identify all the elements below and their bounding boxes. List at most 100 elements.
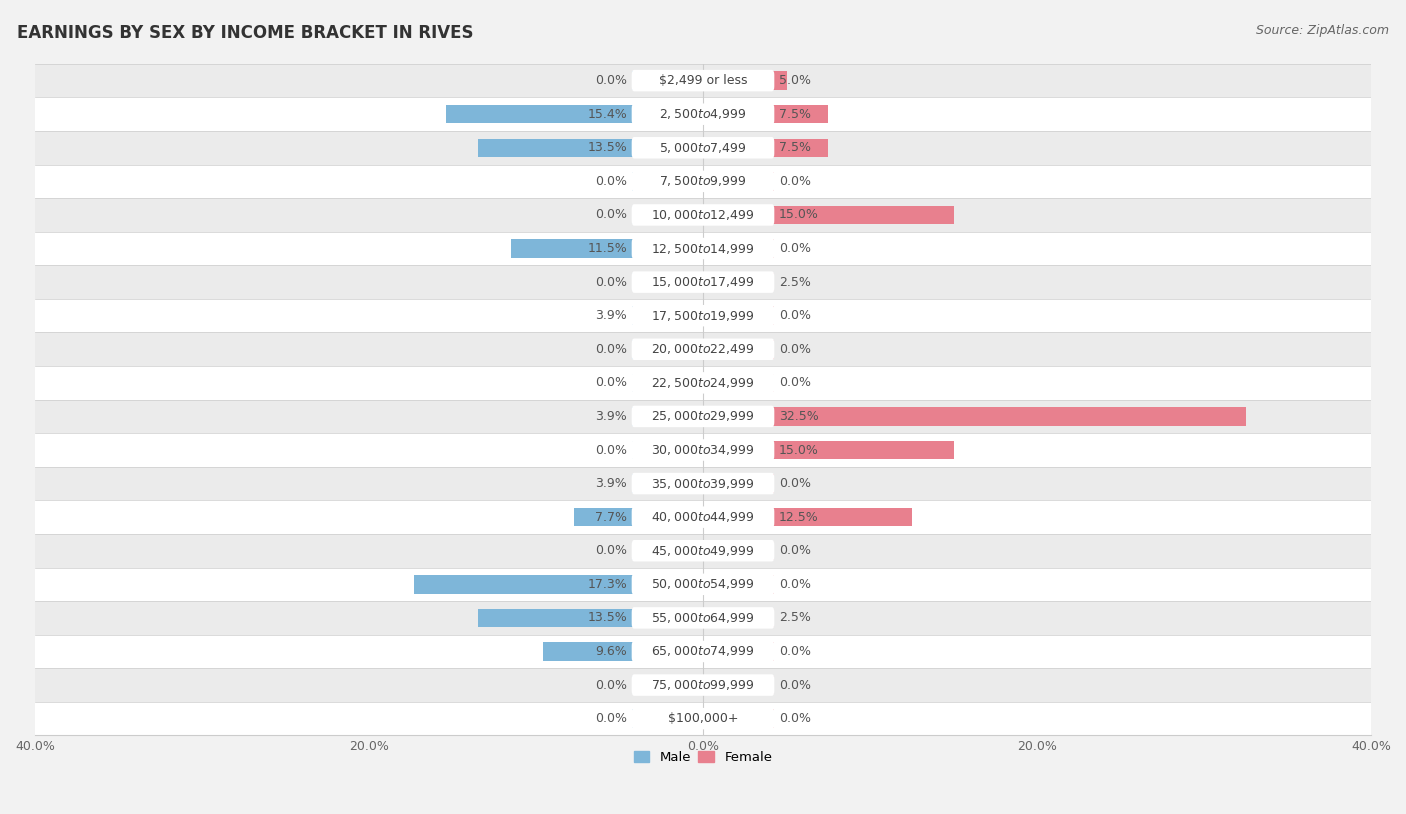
Text: 17.3%: 17.3% bbox=[588, 578, 627, 591]
FancyBboxPatch shape bbox=[631, 137, 775, 159]
Text: 0.0%: 0.0% bbox=[779, 376, 811, 389]
Bar bbox=[35, 635, 1371, 668]
FancyBboxPatch shape bbox=[631, 339, 775, 360]
Bar bbox=[703, 642, 773, 661]
FancyBboxPatch shape bbox=[631, 238, 775, 260]
Bar bbox=[633, 273, 703, 291]
Legend: Male, Female: Male, Female bbox=[628, 746, 778, 769]
FancyBboxPatch shape bbox=[631, 506, 775, 528]
Bar bbox=[35, 198, 1371, 232]
Bar bbox=[35, 164, 1371, 198]
Bar bbox=[35, 501, 1371, 534]
Text: $55,000 to $64,999: $55,000 to $64,999 bbox=[651, 610, 755, 625]
FancyBboxPatch shape bbox=[631, 540, 775, 562]
Text: $20,000 to $22,499: $20,000 to $22,499 bbox=[651, 342, 755, 357]
Bar bbox=[703, 306, 773, 325]
Bar bbox=[35, 232, 1371, 265]
Bar bbox=[633, 138, 703, 157]
Text: $45,000 to $49,999: $45,000 to $49,999 bbox=[651, 544, 755, 558]
Text: 0.0%: 0.0% bbox=[595, 545, 627, 558]
Text: $65,000 to $74,999: $65,000 to $74,999 bbox=[651, 645, 755, 659]
Text: 0.0%: 0.0% bbox=[779, 477, 811, 490]
Text: $30,000 to $34,999: $30,000 to $34,999 bbox=[651, 443, 755, 457]
Bar bbox=[703, 138, 828, 157]
Bar bbox=[638, 306, 703, 325]
Text: 0.0%: 0.0% bbox=[779, 242, 811, 255]
Bar bbox=[478, 609, 703, 627]
Text: 0.0%: 0.0% bbox=[595, 74, 627, 87]
Bar bbox=[703, 575, 773, 593]
Bar bbox=[633, 105, 703, 124]
Text: EARNINGS BY SEX BY INCOME BRACKET IN RIVES: EARNINGS BY SEX BY INCOME BRACKET IN RIV… bbox=[17, 24, 474, 42]
Bar bbox=[703, 609, 745, 627]
Bar bbox=[703, 273, 745, 291]
Text: 0.0%: 0.0% bbox=[595, 712, 627, 725]
Bar bbox=[703, 407, 773, 426]
Bar bbox=[35, 466, 1371, 501]
Bar bbox=[633, 440, 703, 459]
Bar bbox=[35, 63, 1371, 98]
Bar bbox=[703, 407, 1246, 426]
Bar bbox=[638, 407, 703, 426]
Bar bbox=[633, 642, 703, 661]
Bar bbox=[703, 340, 773, 358]
Bar bbox=[703, 273, 773, 291]
Text: $22,500 to $24,999: $22,500 to $24,999 bbox=[651, 376, 755, 390]
Bar bbox=[703, 105, 773, 124]
Text: 2.5%: 2.5% bbox=[779, 276, 811, 289]
Bar bbox=[478, 138, 703, 157]
Bar bbox=[35, 332, 1371, 366]
Text: $25,000 to $29,999: $25,000 to $29,999 bbox=[651, 409, 755, 423]
Text: $75,000 to $99,999: $75,000 to $99,999 bbox=[651, 678, 755, 692]
Text: 32.5%: 32.5% bbox=[779, 410, 818, 423]
Text: 0.0%: 0.0% bbox=[779, 645, 811, 658]
Bar bbox=[703, 72, 773, 90]
Text: 7.7%: 7.7% bbox=[595, 510, 627, 523]
Bar bbox=[703, 710, 773, 728]
Text: $2,499 or less: $2,499 or less bbox=[659, 74, 747, 87]
Bar bbox=[633, 306, 703, 325]
Bar bbox=[703, 72, 786, 90]
Text: 3.9%: 3.9% bbox=[595, 309, 627, 322]
Text: 0.0%: 0.0% bbox=[595, 276, 627, 289]
Text: $15,000 to $17,499: $15,000 to $17,499 bbox=[651, 275, 755, 289]
Text: 0.0%: 0.0% bbox=[595, 175, 627, 188]
Text: 0.0%: 0.0% bbox=[595, 444, 627, 457]
Text: $17,500 to $19,999: $17,500 to $19,999 bbox=[651, 309, 755, 322]
Bar bbox=[703, 541, 773, 560]
Bar bbox=[703, 609, 773, 627]
Text: $100,000+: $100,000+ bbox=[668, 712, 738, 725]
Bar bbox=[633, 508, 703, 527]
Text: 5.0%: 5.0% bbox=[779, 74, 811, 87]
FancyBboxPatch shape bbox=[631, 440, 775, 461]
Bar bbox=[633, 239, 703, 258]
Bar bbox=[633, 407, 703, 426]
Text: 9.6%: 9.6% bbox=[595, 645, 627, 658]
Text: 0.0%: 0.0% bbox=[779, 578, 811, 591]
Text: 7.5%: 7.5% bbox=[779, 142, 811, 155]
Bar bbox=[703, 440, 773, 459]
Bar bbox=[703, 105, 828, 124]
Bar bbox=[703, 206, 773, 224]
Bar bbox=[446, 105, 703, 124]
Bar bbox=[703, 239, 773, 258]
Text: $7,500 to $9,999: $7,500 to $9,999 bbox=[659, 174, 747, 188]
FancyBboxPatch shape bbox=[631, 204, 775, 225]
Bar bbox=[35, 534, 1371, 567]
Bar bbox=[703, 508, 911, 527]
FancyBboxPatch shape bbox=[631, 171, 775, 192]
Text: $2,500 to $4,999: $2,500 to $4,999 bbox=[659, 107, 747, 121]
Bar bbox=[633, 575, 703, 593]
Text: 0.0%: 0.0% bbox=[595, 679, 627, 692]
Bar bbox=[35, 299, 1371, 332]
Bar bbox=[35, 265, 1371, 299]
Text: 0.0%: 0.0% bbox=[779, 343, 811, 356]
Text: 0.0%: 0.0% bbox=[779, 712, 811, 725]
FancyBboxPatch shape bbox=[631, 574, 775, 595]
Bar bbox=[638, 475, 703, 492]
Bar bbox=[35, 400, 1371, 433]
Bar bbox=[633, 206, 703, 224]
Text: Source: ZipAtlas.com: Source: ZipAtlas.com bbox=[1256, 24, 1389, 37]
Text: 13.5%: 13.5% bbox=[588, 611, 627, 624]
Bar bbox=[35, 433, 1371, 466]
